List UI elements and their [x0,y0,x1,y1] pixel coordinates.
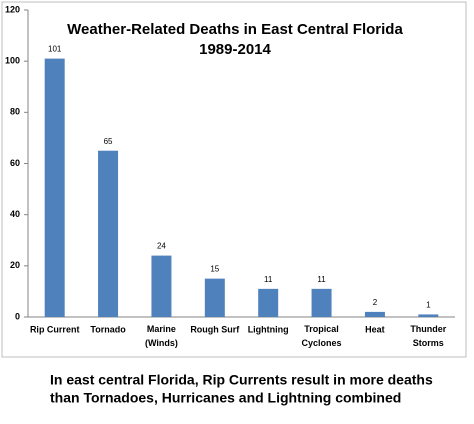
x-tick-label: Heat [365,324,385,334]
y-tick-label: 20 [10,260,20,270]
x-tick-label: Tropical Cyclones [302,324,342,348]
caption-line: In east central Florida, Rip Currents re… [50,372,433,388]
bar [364,311,385,317]
chart-frame [1,1,467,358]
x-tick-label: Rip Current [30,324,80,334]
bar [98,150,119,317]
y-tick-label: 100 [5,56,20,66]
bar [311,288,332,317]
x-tick-label: Rough Surf [190,324,240,334]
y-tick-label: 60 [10,158,20,168]
bar [204,278,225,317]
bar [44,58,65,317]
y-tick-label: 0 [15,311,20,321]
y-tick-label: 120 [5,4,20,14]
value-label: 65 [104,137,113,146]
caption-line: than Tornadoes, Hurricanes and Lightning… [50,390,401,406]
x-tick-label: Marine (Winds) [145,324,178,348]
x-tick-label: Lightning [248,324,289,334]
bar [258,288,279,317]
value-label: 11 [264,275,273,284]
chart-subtitle: 1989-2014 [199,41,271,58]
y-tick-label: 80 [10,107,20,117]
bar [418,314,439,317]
value-label: 15 [210,265,219,274]
value-label: 2 [373,298,378,307]
y-tick-label: 40 [10,209,20,219]
bar [151,255,172,317]
chart-title: Weather-Related Deaths in East Central F… [67,21,403,38]
value-label: 101 [48,45,62,54]
x-tick-label: Thunder Storms [410,324,446,348]
value-label: 24 [157,242,166,251]
value-label: 11 [317,275,326,284]
x-tick-label: Tornado [90,324,126,334]
value-label: 1 [426,301,431,310]
